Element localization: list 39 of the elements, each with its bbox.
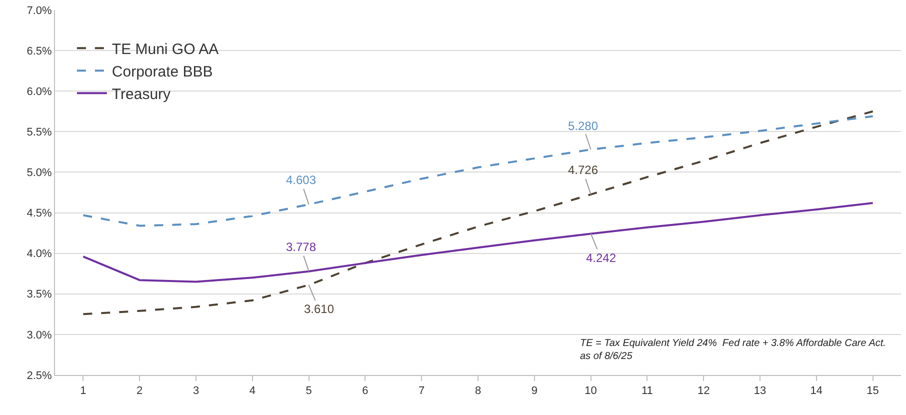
data-label: 4.726 [568, 163, 598, 177]
x-tick-label: 7 [418, 385, 425, 398]
x-tick-label: 9 [531, 385, 538, 398]
data-label: 3.610 [304, 302, 334, 316]
annotation: TE = Tax Equivalent Yield 24% Fed rate + 3.8% Affordable Care Act. [580, 338, 886, 349]
x-tick-label: 11 [641, 385, 653, 398]
line-series [82, 110, 874, 316]
x-tick-label: 14 [810, 385, 823, 398]
data-label: 3.778 [286, 240, 316, 254]
data-label: 5.280 [568, 119, 598, 133]
x-tick-label: 5 [306, 385, 312, 398]
x-tick-label: 6 [362, 385, 368, 398]
x-tick-label: 3 [192, 385, 200, 398]
x-tick-label: 13 [754, 385, 766, 398]
x-tick-label: 12 [697, 385, 710, 398]
x-tick-label: 15 [866, 385, 879, 398]
data-label: 4.603 [286, 173, 316, 187]
line-series [82, 115, 874, 227]
annotation: as of 8/6/25 [580, 351, 633, 362]
data-label: 4.242 [586, 251, 616, 265]
legend-label: TE Muni GO AA [112, 41, 219, 58]
x-tick-label: 10 [584, 385, 597, 398]
y-tick-label: 4.0% [26, 248, 52, 260]
x-tick-label: 8 [474, 385, 482, 398]
y-tick-label: 2.5% [26, 370, 52, 382]
y-tick-label: 4.5% [26, 208, 52, 220]
legend-label: Treasury [112, 86, 172, 103]
y-tick-label: 5.5% [26, 126, 52, 139]
y-tick-label: 5.0% [26, 167, 52, 180]
y-tick-label: 7.0% [26, 4, 52, 17]
line-series [82, 202, 874, 283]
y-tick-label: 6.0% [26, 86, 52, 98]
y-tick-label: 3.0% [26, 329, 52, 342]
legend-label: Corporate BBB [112, 64, 213, 80]
y-tick-label: 3.5% [26, 288, 52, 301]
x-tick-label: 2 [136, 385, 143, 398]
x-tick-label: 1 [80, 385, 86, 398]
y-tick-label: 6.5% [26, 45, 52, 58]
x-tick-label: 4 [249, 385, 256, 398]
